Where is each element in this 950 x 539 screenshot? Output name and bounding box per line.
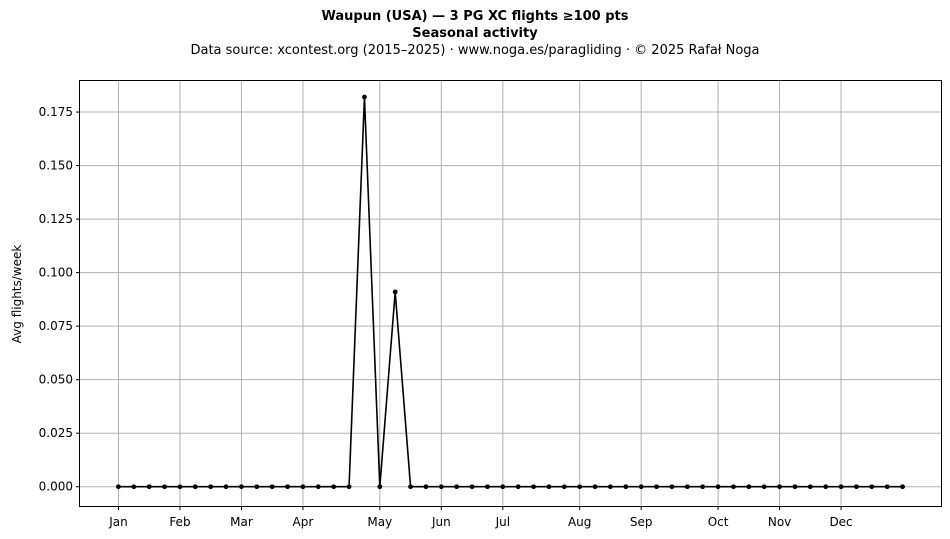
data-point xyxy=(608,484,613,490)
data-point xyxy=(177,484,183,490)
data-point xyxy=(854,484,859,490)
data-point xyxy=(438,484,444,490)
y-tick-label: 0.025 xyxy=(39,426,73,440)
y-axis: 0.000 0.025 0.050 0.075 0.100 0.125 0.150 0.175 xyxy=(39,105,80,494)
chart-source-line: Data source: xcontest.org (2015–2025) · … xyxy=(190,43,760,58)
y-tick-label: 0.150 xyxy=(39,159,73,173)
chart-subtitle: Seasonal activity xyxy=(412,26,538,41)
data-point xyxy=(823,484,829,490)
data-point xyxy=(485,484,490,490)
x-tick-label: Jan xyxy=(108,515,128,529)
chart-title: Waupun (USA) — 3 PG XC flights ≥100 pts xyxy=(321,9,629,24)
data-point xyxy=(254,484,260,490)
data-point xyxy=(561,484,567,490)
data-point xyxy=(392,289,398,295)
data-point xyxy=(761,484,767,490)
y-tick-label: 0.050 xyxy=(39,373,73,387)
data-point xyxy=(869,484,875,490)
x-tick-label: Jun xyxy=(431,515,451,529)
plot-frame xyxy=(79,80,942,507)
x-tick-label: Nov xyxy=(768,515,791,529)
data-point xyxy=(192,484,198,490)
data-point xyxy=(515,484,521,490)
data-point xyxy=(654,484,659,490)
data-point xyxy=(884,484,890,490)
x-tick-label: Dec xyxy=(829,515,852,529)
data-point xyxy=(792,484,798,490)
y-tick-label: 0.100 xyxy=(39,266,73,280)
y-tick-label: 0.175 xyxy=(39,105,73,119)
series-line xyxy=(118,96,903,488)
x-tick-label: Sep xyxy=(630,515,653,529)
data-point xyxy=(592,484,598,490)
chart-titles: Waupun (USA) — 3 PG XC flights ≥100 pts … xyxy=(0,8,950,60)
y-tick-label: 0.000 xyxy=(39,480,73,494)
data-point xyxy=(269,484,275,490)
y-tick-label: 0.075 xyxy=(39,319,73,333)
x-tick-label: Aug xyxy=(568,515,591,529)
data-point xyxy=(623,484,629,490)
data-point xyxy=(223,484,229,490)
data-point xyxy=(669,484,675,490)
data-point xyxy=(315,484,321,490)
data-point xyxy=(500,484,506,490)
data-point xyxy=(208,484,214,490)
grid-lines xyxy=(80,81,941,506)
data-point xyxy=(146,484,152,490)
data-point xyxy=(807,484,813,490)
series-group xyxy=(116,94,905,490)
x-tick-label: Apr xyxy=(293,515,314,529)
data-point xyxy=(300,484,306,490)
x-tick-label: Feb xyxy=(169,515,190,529)
data-point xyxy=(454,484,460,490)
data-point xyxy=(116,484,121,490)
data-point xyxy=(362,94,367,100)
data-point xyxy=(285,484,290,490)
data-point xyxy=(638,484,644,490)
data-point xyxy=(900,484,905,490)
x-tick-label: May xyxy=(367,515,392,529)
x-tick-label: Oct xyxy=(708,515,729,529)
data-point xyxy=(777,484,782,490)
data-point xyxy=(577,484,583,490)
data-point xyxy=(346,484,352,490)
data-point xyxy=(408,484,413,490)
y-tick-label: 0.125 xyxy=(39,212,73,226)
x-tick-label: Jul xyxy=(495,515,510,529)
data-point xyxy=(239,484,244,490)
data-point xyxy=(531,484,536,490)
data-point xyxy=(331,484,337,490)
data-point xyxy=(546,484,552,490)
x-axis: Jan Feb Mar Apr May Jun Jul Aug Sep Oct Nov Dec xyxy=(108,506,853,529)
data-point xyxy=(838,484,844,490)
data-point xyxy=(162,484,167,490)
x-tick-label: Mar xyxy=(230,515,253,529)
data-point xyxy=(423,484,429,490)
data-point xyxy=(684,484,690,490)
y-axis-label: Avg flights/week xyxy=(10,245,24,344)
data-point xyxy=(700,484,706,490)
data-point xyxy=(715,484,721,490)
data-point xyxy=(377,484,383,490)
data-point xyxy=(746,484,752,490)
data-point xyxy=(469,484,475,490)
data-point xyxy=(731,484,736,490)
data-point xyxy=(131,484,137,490)
